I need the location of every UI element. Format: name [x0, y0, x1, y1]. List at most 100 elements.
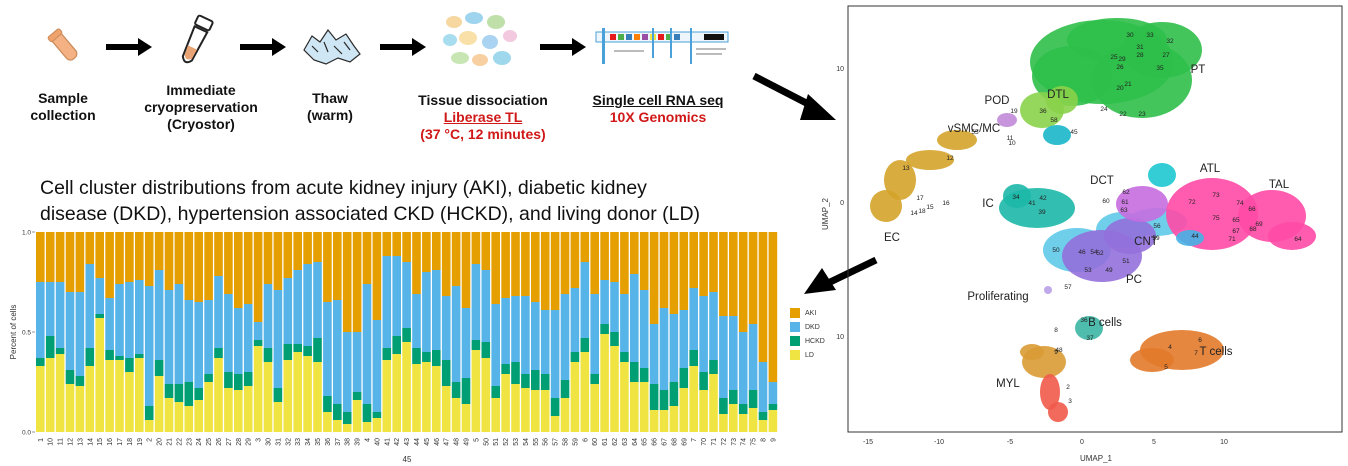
- step-line: Sample: [38, 90, 88, 106]
- bar-segment-dkd: [194, 302, 203, 388]
- bar-segment-aki: [580, 232, 590, 262]
- bar-segment-hckd: [461, 378, 471, 404]
- bar-segment-hckd: [45, 336, 55, 358]
- bar-segment-hckd: [204, 374, 213, 382]
- bar-segment-dkd: [144, 286, 154, 406]
- bar-segment-dkd: [600, 280, 609, 324]
- bar-segment-ld: [501, 374, 510, 432]
- bar-segment-aki: [550, 232, 560, 310]
- umap-cluster-number: 16: [942, 200, 950, 207]
- bar-segment-ld: [659, 410, 669, 432]
- bar-segment-aki: [441, 232, 451, 296]
- bar-segment-aki: [639, 232, 649, 290]
- x-tick-label: 74: [741, 438, 748, 446]
- umap-cluster-number: 63: [1120, 207, 1128, 214]
- bar-segment-hckd: [214, 348, 223, 358]
- umap-cluster-number: 55: [971, 129, 979, 136]
- umap-cluster-number: 22: [1119, 111, 1127, 118]
- umap-frame: [847, 5, 1343, 433]
- umap-cluster-number: 26: [1116, 64, 1124, 71]
- bar-segment-ld: [194, 400, 203, 432]
- bar-segment-ld: [164, 398, 174, 432]
- bar-segment-hckd: [55, 348, 65, 354]
- bar-segment-aki: [422, 232, 431, 272]
- bar-segment-ld: [115, 360, 124, 432]
- umap-cluster-number: 53: [1084, 267, 1092, 274]
- bar-segment-dkd: [422, 272, 431, 352]
- umap-cluster-blob: [1040, 374, 1060, 410]
- umap-cluster-number: 57: [1064, 284, 1072, 291]
- x-tick-label: 16: [107, 438, 114, 446]
- bar-segment-ld: [649, 410, 659, 432]
- bar-segment-aki: [768, 232, 778, 382]
- umap-cluster-label: T cells: [1199, 346, 1232, 358]
- umap-cluster-number: 50: [1052, 247, 1060, 254]
- bar-segment-aki: [234, 232, 243, 308]
- x-tick-label: 55: [533, 438, 540, 446]
- bar-segment-dkd: [729, 316, 738, 390]
- umap-cluster-number: 11: [1007, 135, 1014, 142]
- bar-segment-ld: [491, 398, 500, 432]
- umap-cluster-number: 52: [1096, 250, 1104, 257]
- bar-segment-dkd: [451, 286, 461, 382]
- x-tick-label: 32: [285, 438, 292, 446]
- legend-item: DKD: [790, 320, 830, 334]
- bar-segment-hckd: [194, 388, 203, 400]
- x-tick-label: 63: [622, 438, 629, 446]
- step-line: 10X Genomics: [609, 109, 707, 125]
- bar-segment-aki: [471, 232, 481, 264]
- umap-cluster-number: 8: [1054, 327, 1058, 334]
- bar-segment-ld: [214, 358, 223, 432]
- bar-segment-hckd: [659, 390, 669, 410]
- bar-segment-dkd: [630, 274, 639, 362]
- bar-segment-aki: [105, 232, 114, 298]
- bar-segment-ld: [352, 400, 362, 432]
- legend-item: HCKD: [790, 334, 830, 348]
- bar-segment-aki: [758, 232, 768, 362]
- umap-cluster-number: 72: [1188, 199, 1196, 206]
- umap-cluster-number: 56: [1153, 223, 1161, 230]
- step-line: Immediate: [166, 82, 236, 98]
- bar-segment-hckd: [600, 324, 609, 334]
- bar-segment-dkd: [273, 290, 283, 388]
- x-tick-label: 48: [454, 438, 461, 446]
- bar-segment-aki: [382, 232, 392, 256]
- ice-crystals-icon: [303, 28, 361, 65]
- umap-cluster-number: 71: [1228, 236, 1236, 243]
- bar-segment-aki: [570, 232, 580, 288]
- bar-segment-ld: [580, 352, 590, 432]
- bar-segment-hckd: [639, 368, 649, 382]
- bar-segment-dkd: [382, 256, 392, 348]
- umap-cluster-blob: [1268, 222, 1316, 250]
- bar-segment-hckd: [630, 362, 639, 382]
- bar-segment-ld: [283, 360, 293, 432]
- bar-segment-hckd: [471, 340, 481, 350]
- legend-label: DKD: [805, 323, 820, 331]
- bar-segment-ld: [699, 390, 708, 432]
- bar-segment-ld: [531, 390, 540, 432]
- bar-segment-hckd: [263, 348, 273, 362]
- bar-segment-ld: [550, 416, 560, 432]
- umap-cluster-label: POD: [985, 95, 1010, 107]
- x-tick-label: 39: [355, 438, 362, 446]
- bar-segment-hckd: [65, 370, 75, 384]
- umap-cluster-number: 36: [1080, 317, 1088, 324]
- bar-segment-hckd: [135, 354, 144, 358]
- arrow-right-icon: [540, 38, 586, 56]
- legend-swatch: [790, 336, 800, 346]
- umap-cluster-label: DTL: [1047, 89, 1069, 101]
- bar-segment-dkd: [362, 284, 372, 404]
- bar-segment-hckd: [738, 404, 748, 414]
- x-tick-label: 30: [266, 438, 273, 446]
- chart-heading: Cell cluster distributions from acute ki…: [40, 175, 820, 227]
- x-tick-label: 28: [236, 438, 243, 446]
- umap-cluster-number: 34: [1012, 194, 1020, 201]
- umap-cluster-blob: [1116, 186, 1168, 222]
- bar-segment-ld: [75, 386, 85, 432]
- bar-segment-ld: [570, 362, 580, 432]
- bar-segment-aki: [362, 232, 372, 284]
- umap-cluster-blob: [1020, 344, 1044, 360]
- x-tick-label: 61: [602, 438, 609, 446]
- bar-segment-ld: [768, 410, 778, 432]
- bar-segment-dkd: [283, 278, 293, 344]
